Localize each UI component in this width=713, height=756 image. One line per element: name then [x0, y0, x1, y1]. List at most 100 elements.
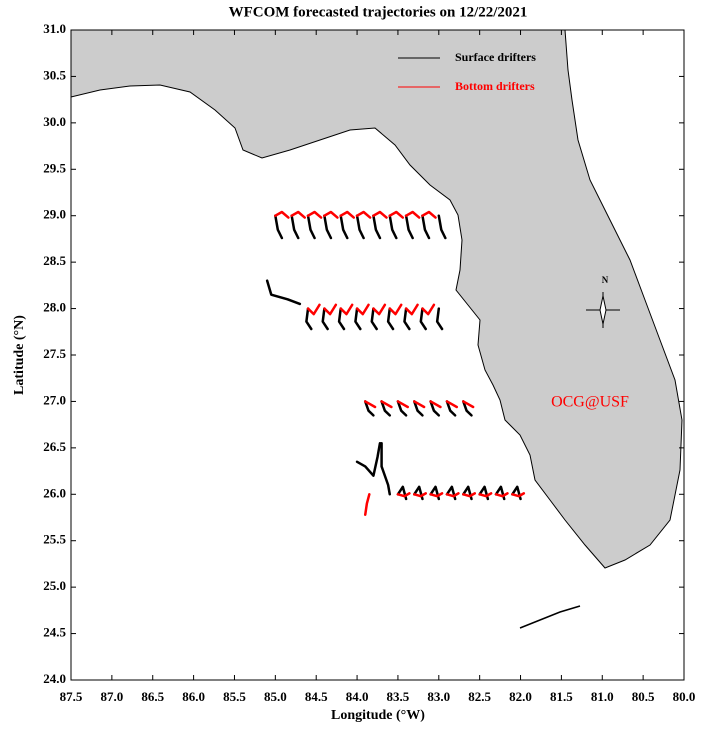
x-axis-label: Longitude (°W) [331, 708, 425, 723]
y-tick-label: 25.5 [43, 532, 66, 547]
y-tick-label: 30.0 [43, 114, 66, 129]
x-tick-label: 84.0 [346, 689, 369, 704]
drifter-track [429, 492, 444, 498]
drifter-track [290, 210, 307, 219]
drifter-track [429, 400, 442, 409]
drifter-track [305, 307, 313, 331]
drifter-track [323, 210, 339, 219]
drifter-track [363, 400, 377, 409]
drifter-track [396, 400, 408, 417]
y-tick-label: 28.0 [43, 300, 66, 315]
drifter-track [339, 303, 354, 316]
x-tick-label: 87.5 [60, 689, 83, 704]
x-tick-label: 84.5 [305, 689, 328, 704]
drifter-track [372, 303, 387, 316]
drifter-track [355, 303, 370, 316]
x-tick-label: 81.5 [550, 689, 573, 704]
drifter-track [380, 400, 393, 409]
drifter-track [413, 400, 426, 409]
drifter-track [403, 307, 411, 331]
x-tick-label: 87.0 [100, 689, 123, 704]
drifter-track [354, 307, 362, 331]
drifter-track [323, 214, 333, 240]
drifter-track [363, 400, 375, 417]
y-tick-label: 26.0 [43, 485, 66, 500]
y-tick-label: 26.5 [43, 439, 66, 454]
drifter-track [339, 214, 349, 240]
drifter-track [404, 210, 421, 219]
y-tick-label: 29.5 [43, 160, 66, 175]
compass-needle [599, 295, 607, 325]
drifter-track [274, 214, 284, 240]
drifter-track [388, 210, 405, 219]
drifter-track [511, 492, 526, 498]
land [70, 29, 683, 629]
drifter-track [306, 303, 321, 316]
drifter-track [386, 307, 395, 331]
drifter-track [404, 214, 414, 240]
drifter-track [265, 279, 302, 306]
drifter-track [274, 210, 290, 219]
x-tick-label: 83.0 [427, 689, 450, 704]
drifter-track [421, 214, 431, 240]
drifter-track [380, 441, 392, 496]
x-tick-label: 80.5 [632, 689, 655, 704]
x-tick-label: 85.5 [223, 689, 246, 704]
compass: N [586, 275, 620, 328]
drifter-track [290, 214, 300, 240]
coastline [70, 29, 683, 569]
drifter-track [396, 492, 411, 498]
y-tick-label: 27.5 [43, 346, 66, 361]
x-tick-label: 82.0 [509, 689, 532, 704]
y-tick-label: 25.0 [43, 578, 66, 593]
drifter-track [413, 492, 427, 498]
x-tick-label: 83.5 [387, 689, 410, 704]
x-tick-label: 80.0 [673, 689, 696, 704]
drifter-track [478, 492, 493, 498]
x-tick-label: 81.0 [591, 689, 614, 704]
tracks [265, 210, 526, 516]
drifter-track [437, 214, 447, 240]
drifter-track [462, 400, 473, 417]
drifter-track [372, 214, 382, 240]
y-tick-label: 31.0 [43, 21, 66, 36]
y-axis-label: Latitude (°N) [12, 315, 27, 395]
drifter-track [355, 214, 365, 240]
x-tick-label: 86.5 [141, 689, 164, 704]
drifter-track [355, 441, 382, 477]
y-tick-label: 30.5 [43, 67, 66, 82]
x-tick-label: 82.5 [468, 689, 491, 704]
keys [519, 605, 581, 629]
legend-label: Surface drifters [455, 50, 536, 64]
compass-label: N [602, 275, 609, 285]
drifter-track [413, 400, 424, 417]
drifter-track [323, 303, 338, 316]
drifter-track [396, 400, 409, 409]
y-tick-label: 29.0 [43, 207, 66, 222]
y-tick-label: 27.0 [43, 392, 66, 407]
y-tick-label: 24.0 [43, 671, 66, 686]
drifter-track [421, 303, 436, 316]
drifter-track [380, 400, 392, 417]
y-tick-label: 28.5 [43, 253, 66, 268]
drifter-track [445, 400, 457, 417]
drifter-track [435, 307, 444, 331]
drifter-track [494, 492, 509, 498]
drifter-track [462, 492, 477, 498]
drifter-track [419, 307, 427, 331]
drifter-track [337, 307, 346, 331]
x-tick-label: 85.0 [264, 689, 287, 704]
x-tick-label: 86.0 [182, 689, 205, 704]
drifter-track [370, 307, 378, 331]
drifter-track [388, 214, 398, 240]
drifter-track [306, 210, 323, 219]
chart-title: WFCOM forecasted trajectories on 12/22/2… [229, 4, 528, 20]
annotation: OCG@USF [551, 394, 629, 411]
drifter-track [321, 307, 329, 331]
drifter-track [421, 210, 437, 219]
drifter-track [404, 303, 419, 316]
drifter-track [363, 493, 371, 516]
drifter-track [429, 400, 441, 417]
drifter-track [445, 492, 460, 498]
